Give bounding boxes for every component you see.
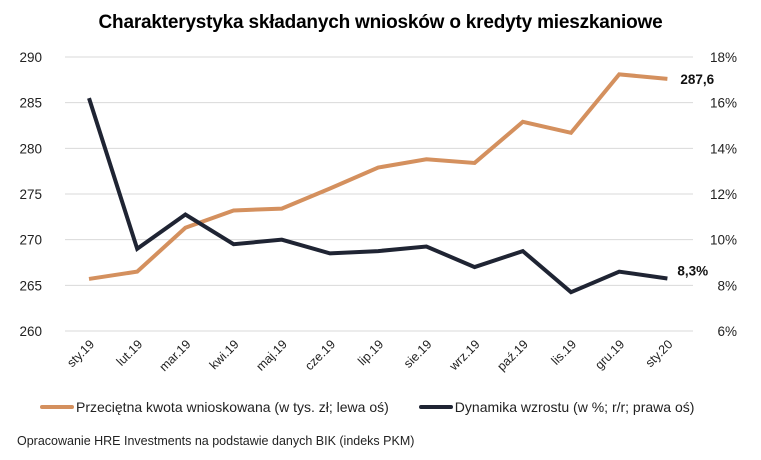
x-axis-tick-label: cze.19 (302, 337, 338, 373)
series-average-amount-end-label: 287,6 (680, 72, 714, 87)
x-axis-tick-label: gru.19 (592, 337, 627, 372)
legend-label-average-amount: Przeciętna kwota wnioskowana (w tys. zł;… (76, 399, 389, 415)
series-growth-rate-line (87, 97, 668, 295)
right-axis-tick-label: 8% (717, 278, 737, 293)
left-axis-tick-label: 260 (19, 324, 42, 339)
x-axis-tick-label: kwi.19 (207, 337, 242, 372)
right-axis-tick-label: 14% (710, 141, 737, 156)
x-axis-tick-label: lut.19 (114, 337, 146, 369)
legend-swatch-orange (40, 405, 74, 409)
legend-item-average-amount: Przeciętna kwota wnioskowana (w tys. zł;… (40, 399, 389, 415)
legend-label-growth-rate: Dynamika wzrostu (w %; r/r; prawa oś) (454, 399, 695, 415)
x-axis-tick-label: maj.19 (253, 337, 289, 373)
source-note: Opracowanie HRE Investments na podstawie… (17, 434, 415, 448)
left-axis-tick-label: 275 (19, 187, 42, 202)
x-axis-tick-label: mar.19 (157, 337, 194, 374)
series-growth-rate-end-label: 8,3% (677, 263, 708, 278)
x-axis-tick-label: sie.19 (401, 337, 435, 371)
right-axis-tick-label: 6% (717, 324, 737, 339)
series-average-amount-line (88, 72, 668, 281)
chart-title: Charakterystyka składanych wniosków o kr… (98, 12, 663, 33)
left-axis-tick-label: 265 (19, 278, 42, 293)
x-axis-tick-label: wrz.19 (446, 337, 483, 374)
right-axis-tick-label: 16% (710, 96, 737, 111)
legend-item-growth-rate: Dynamika wzrostu (w %; r/r; prawa oś) (418, 399, 695, 415)
right-axis-tick-label: 18% (710, 50, 737, 65)
right-axis-ticks: 6% 8% 10% 12% 14% 16% 18% (710, 50, 737, 339)
gridlines (65, 56, 693, 332)
x-axis-ticks: sty.19 lut.19 mar.19 kwi.19 maj.19 cze.19 lip.… (64, 337, 675, 374)
x-axis-tick-label: sty.19 (64, 337, 97, 370)
right-axis-tick-label: 12% (710, 187, 737, 202)
left-axis-tick-label: 280 (19, 141, 42, 156)
left-axis-tick-label: 270 (19, 233, 42, 248)
left-axis-tick-label: 285 (19, 96, 42, 111)
right-axis-tick-label: 10% (710, 233, 737, 248)
chart-legend: Przeciętna kwota wnioskowana (w tys. zł;… (40, 399, 724, 415)
x-axis-tick-label: lip.19 (355, 337, 386, 368)
legend-swatch-dark (418, 405, 453, 409)
x-axis-tick-label: sty.20 (643, 337, 676, 370)
left-axis-ticks: 260 265 270 275 280 285 290 (19, 50, 42, 339)
x-axis-tick-label: paź.19 (494, 337, 530, 373)
left-axis-tick-label: 290 (19, 50, 42, 65)
x-axis-tick-label: lis.19 (549, 337, 580, 368)
